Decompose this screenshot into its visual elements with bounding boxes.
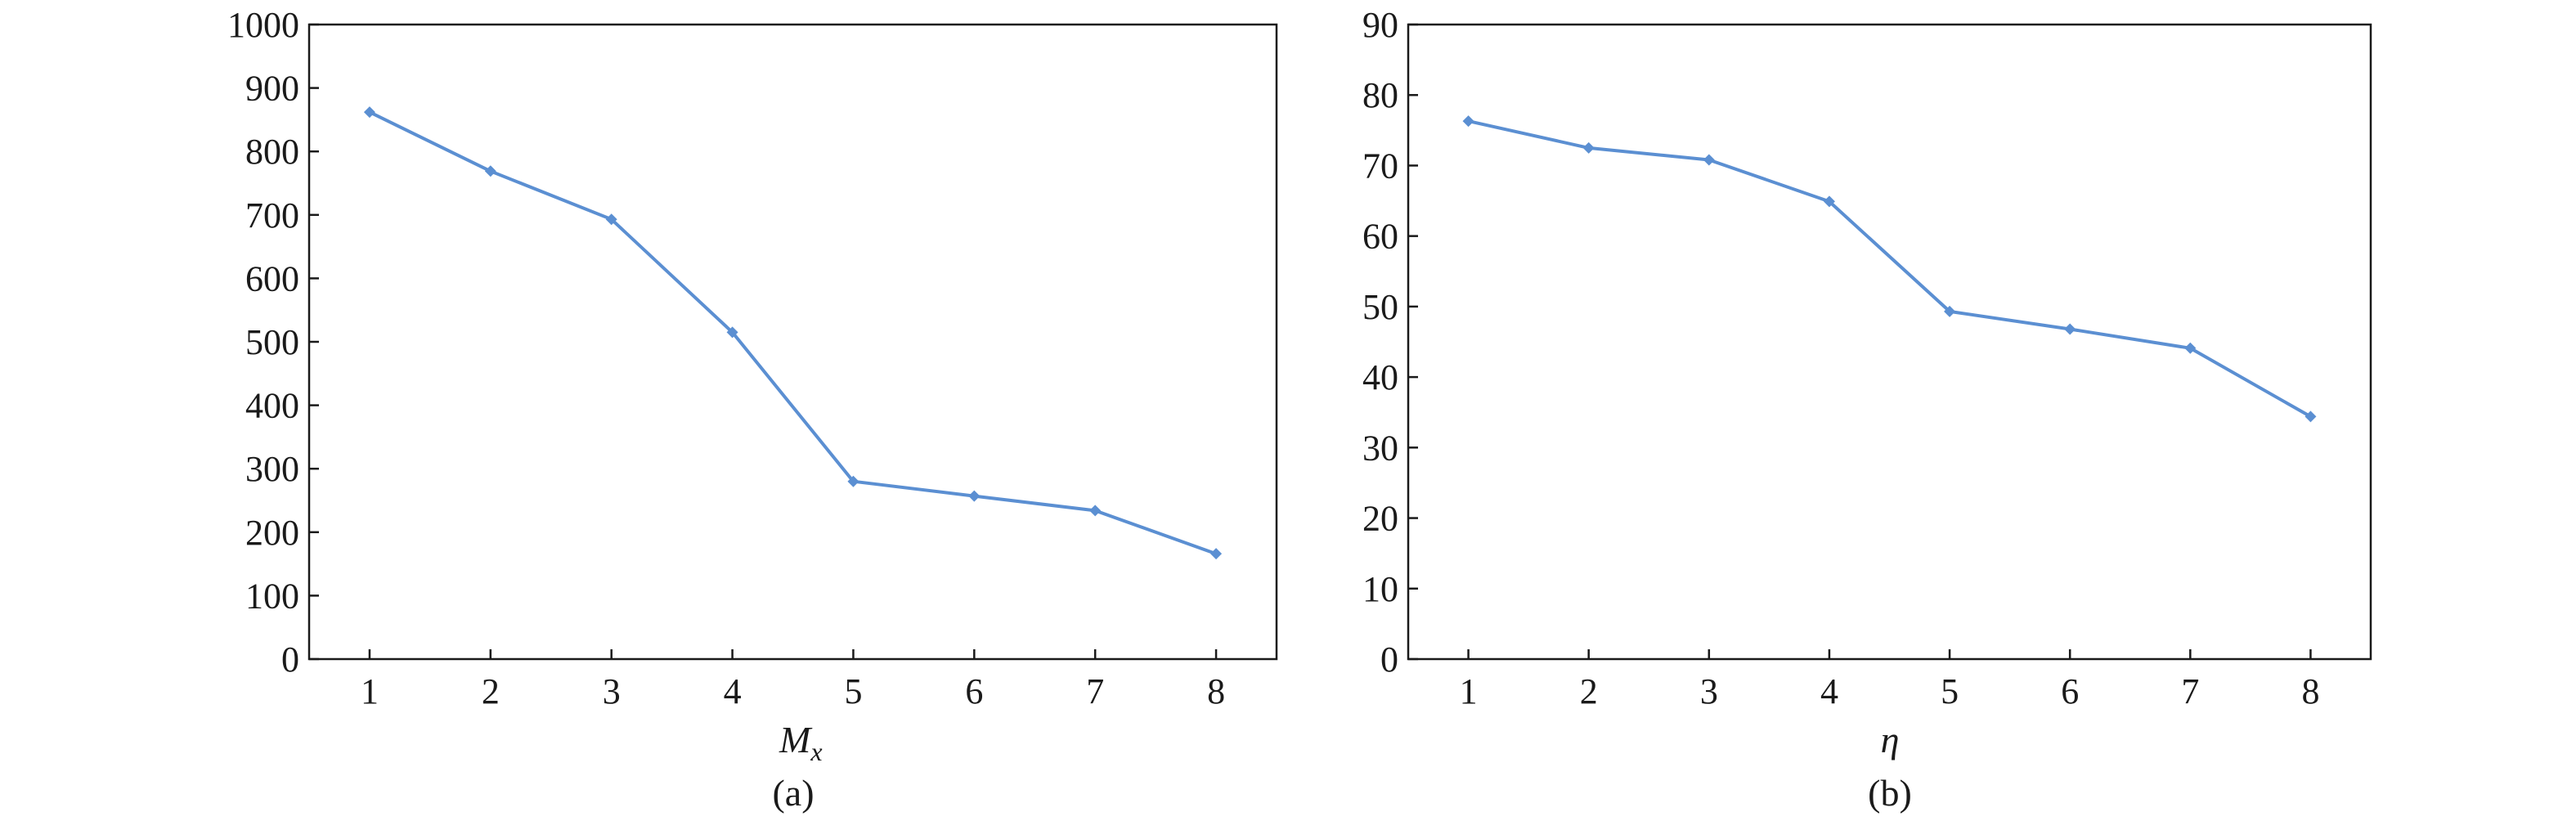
data-point-a [363,106,375,119]
chart-panel-b: η (b) 0 10 20 30 40 50 60 70 80 90 1 2 3 4 5 6 7 8 [1362,5,2372,814]
data-point-a [1210,548,1223,560]
x-tick-label-b: 2 [1580,671,1598,711]
x-tick-label-a: 8 [1207,671,1225,711]
data-point-b [2304,410,2317,423]
y-tick-label-b: 10 [1362,569,1398,609]
y-tick-label-b: 40 [1362,357,1398,397]
y-tick-label-a: 0 [281,639,299,680]
y-tick-label-a: 1000 [227,5,299,45]
data-point-b [1944,305,1956,317]
x-axis-label-a: Mx [779,719,823,766]
x-tick-label-a: 4 [724,671,742,711]
x-tick-label-b: 4 [1820,671,1838,711]
data-point-a [726,326,738,339]
x-tick-label-a: 1 [361,671,379,711]
x-tick-label-a: 7 [1086,671,1104,711]
data-point-a [605,213,617,226]
x-tick-label-a: 6 [965,671,983,711]
y-tick-label-a: 700 [245,195,299,236]
data-point-b [1462,115,1474,128]
x-axis-label-b: η [1881,719,1900,760]
y-tick-label-a: 500 [245,322,299,362]
y-tick-label-b: 70 [1362,146,1398,186]
plot-frame-a [307,23,1278,661]
data-point-a [1089,505,1102,517]
data-point-a [968,490,981,502]
data-point-b [2184,342,2197,354]
data-point-b [1703,154,1715,166]
y-tick-label-a: 800 [245,132,299,172]
data-point-a [484,165,496,177]
x-tick-label-b: 1 [1460,671,1478,711]
data-point-b [1823,195,1835,208]
plot-frame-b [1407,23,2372,661]
y-tick-label-b: 80 [1362,75,1398,115]
y-tick-label-b: 90 [1362,5,1398,45]
panel-label-a: (a) [772,772,814,814]
x-tick-label-b: 7 [2181,671,2199,711]
x-tick-label-b: 5 [1941,671,1959,711]
x-tick-label-a: 3 [603,671,621,711]
y-tick-label-a: 400 [245,386,299,426]
x-tick-label-b: 3 [1700,671,1718,711]
y-tick-label-b: 0 [1380,639,1398,680]
x-tick-label-b: 8 [2301,671,2319,711]
data-point-b [2064,323,2076,335]
y-tick-label-a: 100 [245,576,299,616]
x-tick-label-a: 5 [844,671,862,711]
x-tick-label-a: 2 [482,671,500,711]
series-line-b [1468,119,2312,419]
y-tick-label-b: 50 [1362,287,1398,327]
y-tick-label-a: 600 [245,258,299,298]
y-tick-label-a: 300 [245,449,299,489]
y-tick-label-b: 20 [1362,499,1398,539]
y-tick-label-a: 200 [245,513,299,553]
data-point-b [1582,141,1595,154]
y-tick-label-a: 900 [245,69,299,109]
data-point-a [847,475,859,487]
series-line-a [369,110,1217,556]
chart-panel-a: Mx (a) 0 100 200 300 400 500 600 700 800 900 1000 1… [227,5,1278,814]
y-tick-label-b: 60 [1362,217,1398,257]
x-tick-label-b: 6 [2061,671,2079,711]
panel-label-b: (b) [1868,772,1912,814]
y-tick-label-b: 30 [1362,428,1398,468]
